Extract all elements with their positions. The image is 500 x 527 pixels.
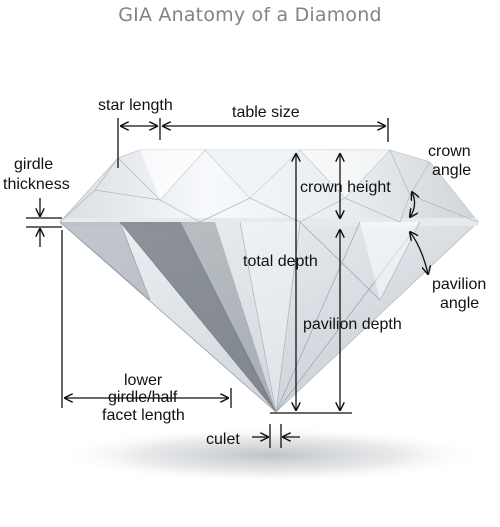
culet-label: culet <box>206 431 240 448</box>
diamond-illustration <box>60 150 478 412</box>
girdle-thickness-label-2: thickness <box>3 176 70 193</box>
lower-girdle-label-2: girdle/half <box>108 389 178 406</box>
lower-girdle-label-3: facet length <box>102 407 185 424</box>
girdle-thickness-label-1: girdle <box>14 156 53 173</box>
pavilion-angle-label-1: pavilion <box>432 276 486 293</box>
crown-angle-label-2: angle <box>432 162 471 179</box>
table-size-label: table size <box>232 104 300 121</box>
girdle-thickness-dimension: girdle thickness <box>3 156 70 247</box>
star-length-label: star length <box>98 97 173 114</box>
pavilion-angle-label-2: angle <box>440 295 479 312</box>
pavilion-depth-label: pavilion depth <box>303 316 402 333</box>
total-depth-label: total depth <box>243 253 318 270</box>
lower-girdle-label-1: lower <box>124 372 163 389</box>
crown-height-label: crown height <box>300 179 391 196</box>
crown-angle-label-1: crown <box>428 143 471 160</box>
table-size-dimension: table size <box>163 104 388 142</box>
